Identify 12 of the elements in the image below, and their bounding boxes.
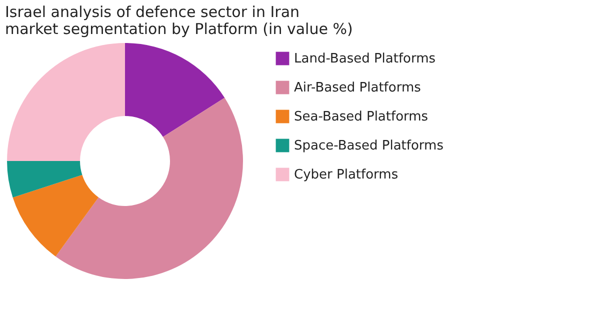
- legend-label: Land-Based Platforms: [294, 52, 436, 66]
- donut-slice: [12, 174, 99, 256]
- legend-label: Air-Based Platforms: [294, 80, 422, 96]
- donut-slice: [7, 161, 82, 198]
- legend-label: Cyber Platforms: [294, 168, 398, 182]
- text: market segmentation by Platform (in value %): [5, 20, 353, 38]
- legend-label: Space-Based Platforms: [294, 138, 444, 154]
- text: Israel analysis of defence sector in Iran: [5, 3, 300, 21]
- donut-slice: [56, 98, 243, 279]
- donut-slice: [125, 43, 225, 137]
- legend-label: Sea-Based Platforms: [294, 110, 428, 124]
- donut-slice: [7, 43, 125, 161]
